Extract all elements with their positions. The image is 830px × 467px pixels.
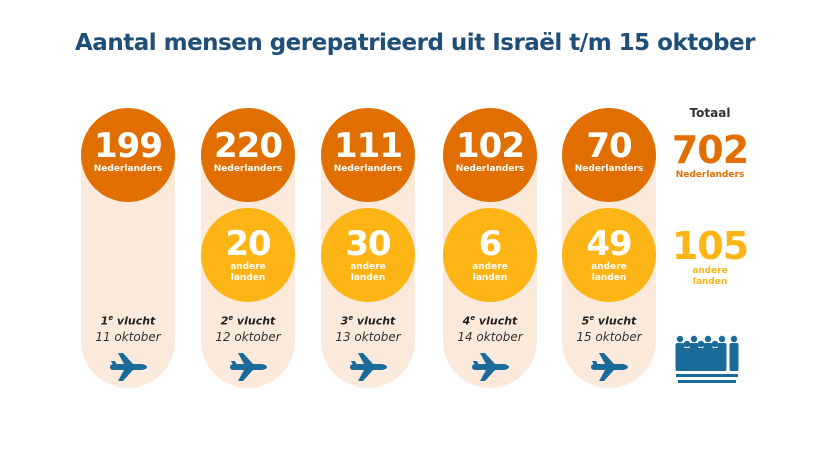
nederlanders-label: Nederlanders <box>574 164 644 174</box>
airplane-icon <box>470 352 510 382</box>
flight-column: 111 Nederlanders 30 andere landen 3e vlu… <box>321 108 415 388</box>
airplane-icon <box>228 352 268 382</box>
totals-nl-number: 702 <box>671 128 749 172</box>
flight-date: 12 oktober <box>215 330 281 344</box>
flight-ordinal-suffix: e <box>470 314 476 322</box>
andere-landen-circle: 20 andere landen <box>201 208 295 302</box>
andere-landen-count: 6 <box>478 224 503 264</box>
flight-ordinal: 2 <box>220 314 229 328</box>
flight-date: 14 oktober <box>457 330 523 344</box>
totals-andere-landen: 105 andere landen <box>660 226 760 288</box>
flight-ordinal: 3 <box>340 314 349 328</box>
nederlanders-circle: 102 Nederlanders <box>443 108 537 202</box>
nederlanders-label: Nederlanders <box>213 164 283 174</box>
flight-word: vlucht <box>478 314 518 328</box>
flight-column: 220 Nederlanders 20 andere landen 2e vlu… <box>201 108 295 388</box>
flight-number: 4e vlucht <box>443 314 537 328</box>
nederlanders-count: 199 <box>94 126 163 166</box>
flight-ordinal-suffix: e <box>228 314 234 322</box>
andere-landen-label: andere landen <box>591 262 627 283</box>
nederlanders-label: Nederlanders <box>455 164 525 174</box>
flight-word: vlucht <box>356 314 396 328</box>
nederlanders-circle: 220 Nederlanders <box>201 108 295 202</box>
flight-number: 2e vlucht <box>201 314 295 328</box>
people-group-icon <box>675 335 739 383</box>
flight-column: 199 Nederlanders 1e vlucht 11 oktober <box>81 108 175 388</box>
flight-ordinal: 1 <box>100 314 109 328</box>
flight-column: 70 Nederlanders 49 andere landen 5e vluc… <box>562 108 656 388</box>
andere-landen-count: 49 <box>586 224 632 264</box>
andere-landen-label: andere landen <box>350 262 386 283</box>
flight-number: 5e vlucht <box>562 314 656 328</box>
nederlanders-label: Nederlanders <box>93 164 163 174</box>
airplane-icon <box>348 352 388 382</box>
andere-landen-circle: 30 andere landen <box>321 208 415 302</box>
nederlanders-circle: 199 Nederlanders <box>81 108 175 202</box>
airplane-icon <box>589 352 629 382</box>
nederlanders-count: 70 <box>586 126 632 166</box>
andere-landen-count: 30 <box>345 224 391 264</box>
nederlanders-count: 111 <box>334 126 403 166</box>
nederlanders-count: 102 <box>456 126 525 166</box>
nederlanders-circle: 111 Nederlanders <box>321 108 415 202</box>
andere-landen-count: 20 <box>225 224 271 264</box>
flight-ordinal-suffix: e <box>348 314 354 322</box>
andere-landen-label: andere landen <box>230 262 266 283</box>
flight-word: vlucht <box>236 314 276 328</box>
andere-landen-label: andere landen <box>472 262 508 283</box>
flight-word: vlucht <box>116 314 156 328</box>
nederlanders-label: Nederlanders <box>333 164 403 174</box>
totals-other-number: 105 <box>671 224 749 268</box>
flight-word: vlucht <box>597 314 637 328</box>
flight-number: 1e vlucht <box>81 314 175 328</box>
page-title: Aantal mensen gerepatrieerd uit Israël t… <box>75 30 755 56</box>
totals-other-label: andere landen <box>692 266 728 287</box>
totals-nederlanders: 702 Nederlanders <box>660 130 760 181</box>
andere-landen-circle: 6 andere landen <box>443 208 537 302</box>
nederlanders-circle: 70 Nederlanders <box>562 108 656 202</box>
flight-date: 11 oktober <box>95 330 161 344</box>
nederlanders-count: 220 <box>214 126 283 166</box>
flight-number: 3e vlucht <box>321 314 415 328</box>
flight-ordinal: 5 <box>581 314 590 328</box>
totals-nl-label: Nederlanders <box>675 170 745 180</box>
flight-ordinal-suffix: e <box>589 314 595 322</box>
flight-date: 13 oktober <box>335 330 401 344</box>
totals-heading: Totaal <box>689 106 731 120</box>
flight-date: 15 oktober <box>576 330 642 344</box>
airplane-icon <box>108 352 148 382</box>
flight-ordinal-suffix: e <box>108 314 114 322</box>
andere-landen-circle: 49 andere landen <box>562 208 656 302</box>
flight-ordinal: 4 <box>462 314 471 328</box>
flight-column: 102 Nederlanders 6 andere landen 4e vluc… <box>443 108 537 388</box>
